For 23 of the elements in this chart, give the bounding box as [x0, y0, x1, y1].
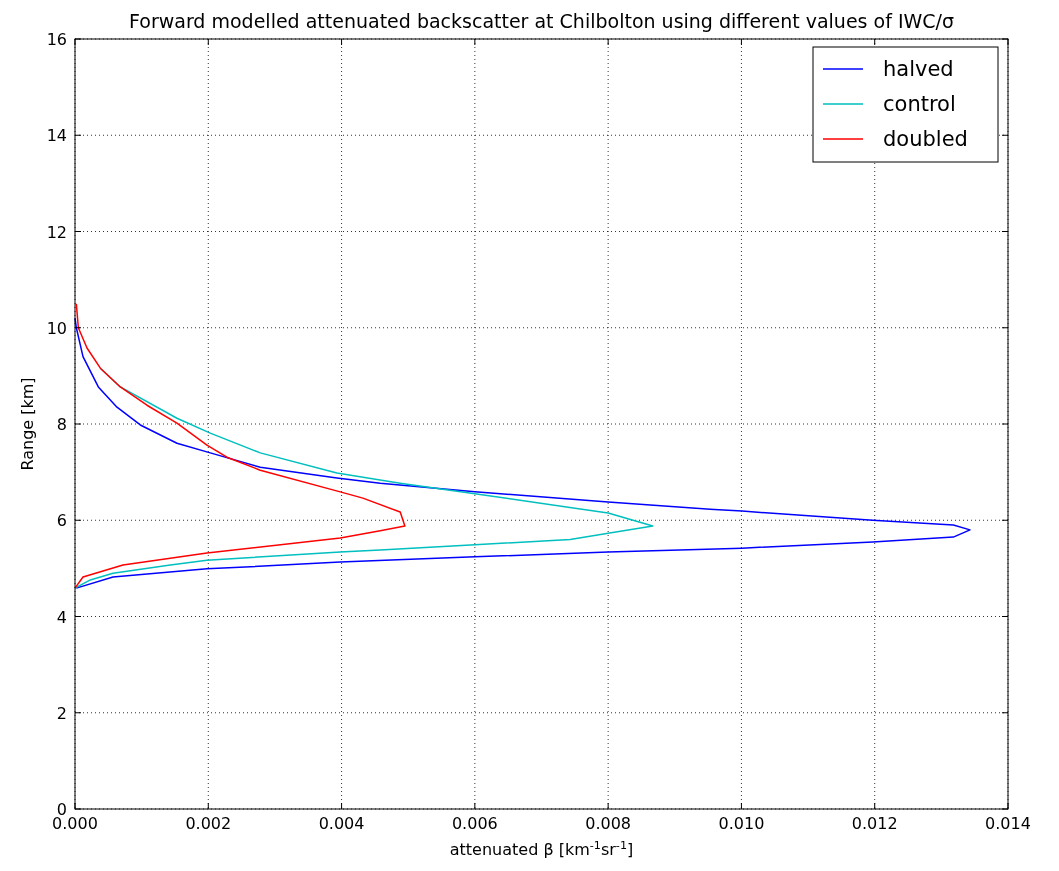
- y-tick-label: 4: [56, 607, 67, 627]
- y-tick-label: 12: [46, 222, 67, 242]
- legend-label: doubled: [883, 127, 968, 151]
- x-tick-label: 0.014: [985, 814, 1031, 833]
- y-tick-label: 2: [56, 703, 67, 723]
- x-axis-title: attenuated β [km$^{-1}$sr$^{-1}$]: [449, 838, 634, 859]
- x-tick-label: 0.012: [851, 814, 898, 833]
- y-tick-label: 10: [46, 318, 67, 338]
- x-tick-label: 0.006: [451, 814, 498, 833]
- x-tick-label: 0.004: [318, 814, 365, 833]
- legend-label: control: [883, 92, 956, 116]
- legend-label: halved: [883, 57, 954, 81]
- x-tick-label: 0.008: [585, 814, 632, 833]
- x-tick-label: 0.002: [185, 814, 232, 833]
- y-axis-title: Range [km]: [18, 377, 37, 471]
- y-tick-label: 8: [56, 415, 67, 434]
- y-tick-label: 14: [46, 126, 67, 146]
- y-tick-label: 6: [56, 511, 67, 531]
- line-series: [74, 302, 406, 589]
- x-tick-label: 0.010: [718, 814, 765, 833]
- chart-title: Forward modelled attenuated backscatter at Chilbolton using different values of IWC/σ: [129, 10, 954, 32]
- y-tick-label: 16: [46, 30, 67, 49]
- x-tick-label: 0.000: [52, 814, 98, 833]
